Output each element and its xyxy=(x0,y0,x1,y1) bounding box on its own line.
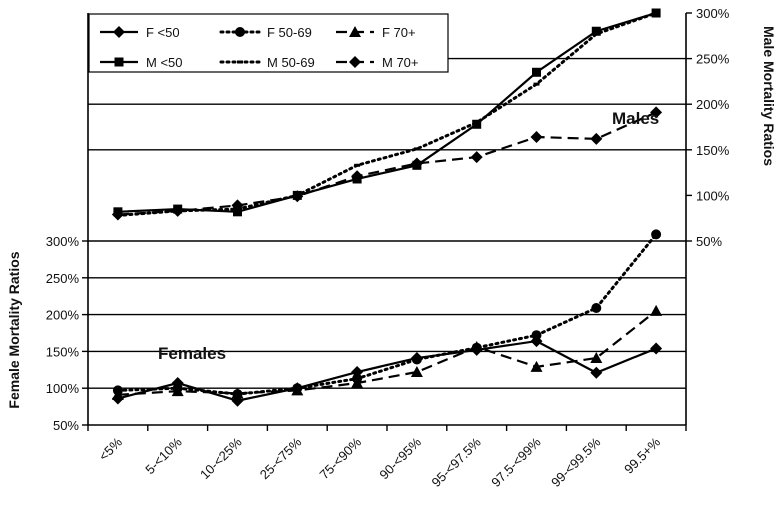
data-point xyxy=(233,207,242,217)
x-tick-label: 10-<25% xyxy=(197,434,245,482)
right-tick-label: 50% xyxy=(696,234,722,249)
data-point xyxy=(533,82,540,86)
data-point xyxy=(470,340,483,352)
data-point xyxy=(291,384,304,396)
data-point xyxy=(113,26,125,38)
data-point xyxy=(593,32,600,36)
right-tick-label: 150% xyxy=(696,143,730,158)
data-point xyxy=(470,151,483,164)
legend-item: M <50 xyxy=(100,55,183,70)
right-tick-label: 200% xyxy=(696,97,730,112)
data-point xyxy=(351,377,364,389)
series-line xyxy=(117,310,657,396)
data-point xyxy=(410,157,423,170)
data-point xyxy=(532,67,541,77)
legend-item: M 70+ xyxy=(336,55,419,70)
data-point xyxy=(413,147,420,151)
series-line xyxy=(116,11,658,217)
left-tick-label: 300% xyxy=(46,234,80,249)
legend-item: F 70+ xyxy=(336,25,416,40)
grid-layer xyxy=(88,57,686,389)
x-tick-label: 75-<90% xyxy=(317,434,365,482)
legend-item: F <50 xyxy=(100,25,180,40)
legend-label: F 50-69 xyxy=(267,25,312,40)
data-point xyxy=(590,132,603,145)
data-point xyxy=(411,354,422,365)
legend: F <50 F 50-69 F 70+ M <50 M 50-69 M 70+ xyxy=(88,13,449,73)
legend-label: M <50 xyxy=(146,55,183,70)
data-point xyxy=(410,366,423,378)
data-point xyxy=(531,330,542,341)
data-point xyxy=(349,56,361,68)
males-annotation: Males xyxy=(612,109,659,128)
data-point xyxy=(111,388,124,400)
data-point xyxy=(354,163,361,167)
series-line xyxy=(117,111,657,216)
data-point xyxy=(653,11,660,15)
right-axis-title: Male Mortality Ratios xyxy=(761,26,777,166)
left-axis-title: Female Mortality Ratios xyxy=(6,251,22,408)
data-point xyxy=(231,387,244,399)
right-tick-label: 300% xyxy=(696,6,730,21)
x-tick-label: 99-<99.5% xyxy=(548,434,604,490)
x-tick-label: 25-<75% xyxy=(257,434,305,482)
right-tick-label: 100% xyxy=(696,188,730,203)
data-point xyxy=(171,385,184,397)
series-layer xyxy=(111,8,663,407)
females-annotation: Females xyxy=(158,344,226,363)
legend-item: F 50-69 xyxy=(219,25,312,40)
data-point xyxy=(590,366,603,379)
left-tick-label: 250% xyxy=(46,271,80,286)
x-tick-label: 95-<97.5% xyxy=(428,434,484,490)
axis-layer: 50% 100% 150% 200% 250% 300% 50% 100% 150% 200% 25… xyxy=(46,6,730,490)
legend-label: M 70+ xyxy=(382,55,419,70)
legend-label: F 70+ xyxy=(382,25,416,40)
x-tick-label: 97.5-<99% xyxy=(488,434,544,490)
left-tick-label: 100% xyxy=(46,381,80,396)
data-point xyxy=(650,304,663,316)
right-tick-label: 250% xyxy=(696,52,730,67)
data-point xyxy=(530,360,543,372)
x-tick-label: 99.5+% xyxy=(621,434,663,476)
data-point xyxy=(473,120,480,124)
series-line xyxy=(116,232,658,396)
x-tick-label: <5% xyxy=(96,434,126,464)
data-point xyxy=(114,57,124,67)
data-point xyxy=(650,106,663,119)
data-point xyxy=(291,190,304,203)
data-point xyxy=(591,302,602,313)
x-tick-label: 5-<10% xyxy=(142,434,185,477)
data-point xyxy=(590,352,603,364)
data-point xyxy=(231,199,244,212)
data-point xyxy=(530,131,543,144)
data-point xyxy=(651,229,662,240)
data-point xyxy=(349,26,361,37)
legend-label: M 50-69 xyxy=(267,55,315,70)
data-point xyxy=(351,170,364,183)
data-point xyxy=(171,204,184,217)
data-point xyxy=(111,208,124,221)
data-point xyxy=(591,26,601,36)
data-point xyxy=(237,60,243,64)
data-point xyxy=(235,27,245,37)
series-f-70- xyxy=(111,304,663,400)
legend-label: F <50 xyxy=(146,25,180,40)
legend-item: M 50-69 xyxy=(219,55,315,70)
left-tick-label: 200% xyxy=(46,308,80,323)
series-m-70- xyxy=(111,106,663,221)
left-tick-label: 50% xyxy=(53,418,79,433)
legend-box xyxy=(88,13,449,73)
data-point xyxy=(472,119,482,129)
x-tick-label: 90-<95% xyxy=(376,434,424,482)
left-tick-label: 150% xyxy=(46,344,80,359)
data-point xyxy=(650,342,663,355)
